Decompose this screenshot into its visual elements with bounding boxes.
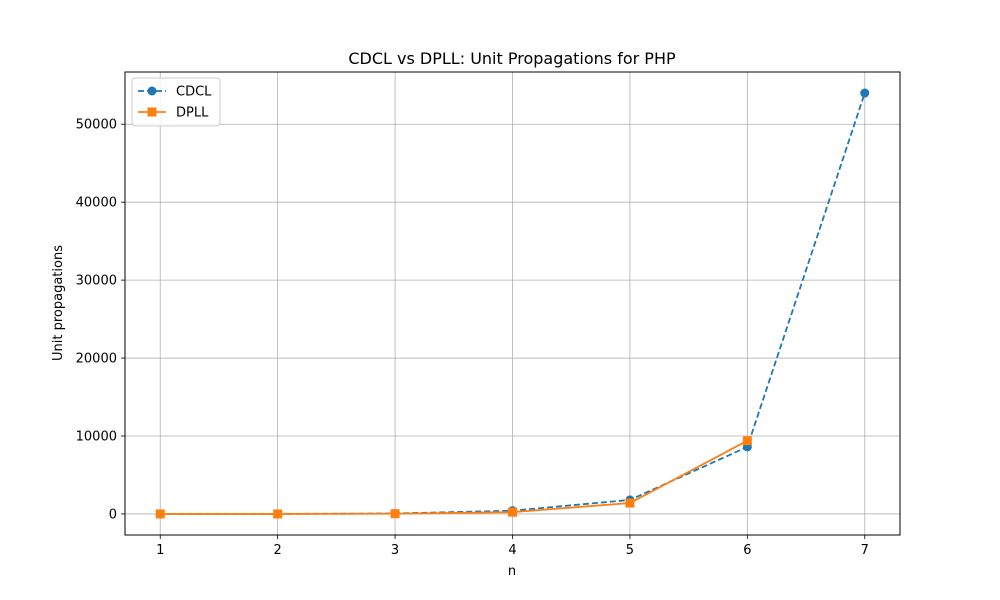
legend: CDCL DPLL xyxy=(131,77,221,127)
x-tick-label: 2 xyxy=(274,543,282,558)
y-tick-label: 0 xyxy=(109,507,117,522)
dpll-series-line xyxy=(160,439,748,515)
x-tick-label: 3 xyxy=(391,543,399,558)
x-tick-label: 5 xyxy=(626,543,634,558)
dpll-point xyxy=(508,507,517,517)
dpll-point xyxy=(625,498,635,508)
dpll-point xyxy=(273,509,283,519)
legend-dpll-label: DPLL xyxy=(176,106,209,121)
x-tick-label: 6 xyxy=(743,543,751,558)
y-tick-label: 30000 xyxy=(76,274,117,289)
dpll-point xyxy=(390,509,400,519)
legend-cdcl-label: CDCL xyxy=(176,85,212,100)
plot-frame xyxy=(124,71,901,536)
y-tick-label: 50000 xyxy=(76,118,117,133)
x-axis-ticks: 1 2 3 4 5 6 7 xyxy=(156,535,869,558)
dpll-point xyxy=(155,509,165,519)
legend-dpll-marker xyxy=(147,107,157,117)
y-axis-label: Unit propagations xyxy=(51,245,66,361)
legend-cdcl-marker xyxy=(147,86,157,96)
cdcl-point xyxy=(860,88,870,98)
y-tick-label: 40000 xyxy=(76,196,117,211)
y-axis-ticks: 0 10000 20000 30000 40000 50000 xyxy=(76,118,125,522)
x-tick-label: 4 xyxy=(508,543,516,558)
x-tick-label: 1 xyxy=(156,543,164,558)
series-layer xyxy=(155,88,870,519)
y-tick-label: 20000 xyxy=(76,352,117,367)
x-tick-label: 7 xyxy=(861,543,869,558)
y-tick-label: 10000 xyxy=(76,430,117,445)
chart-title: CDCL vs DPLL: Unit Propagations for PHP xyxy=(348,49,676,68)
x-axis-label: n xyxy=(508,564,516,579)
dpll-point xyxy=(742,436,752,446)
